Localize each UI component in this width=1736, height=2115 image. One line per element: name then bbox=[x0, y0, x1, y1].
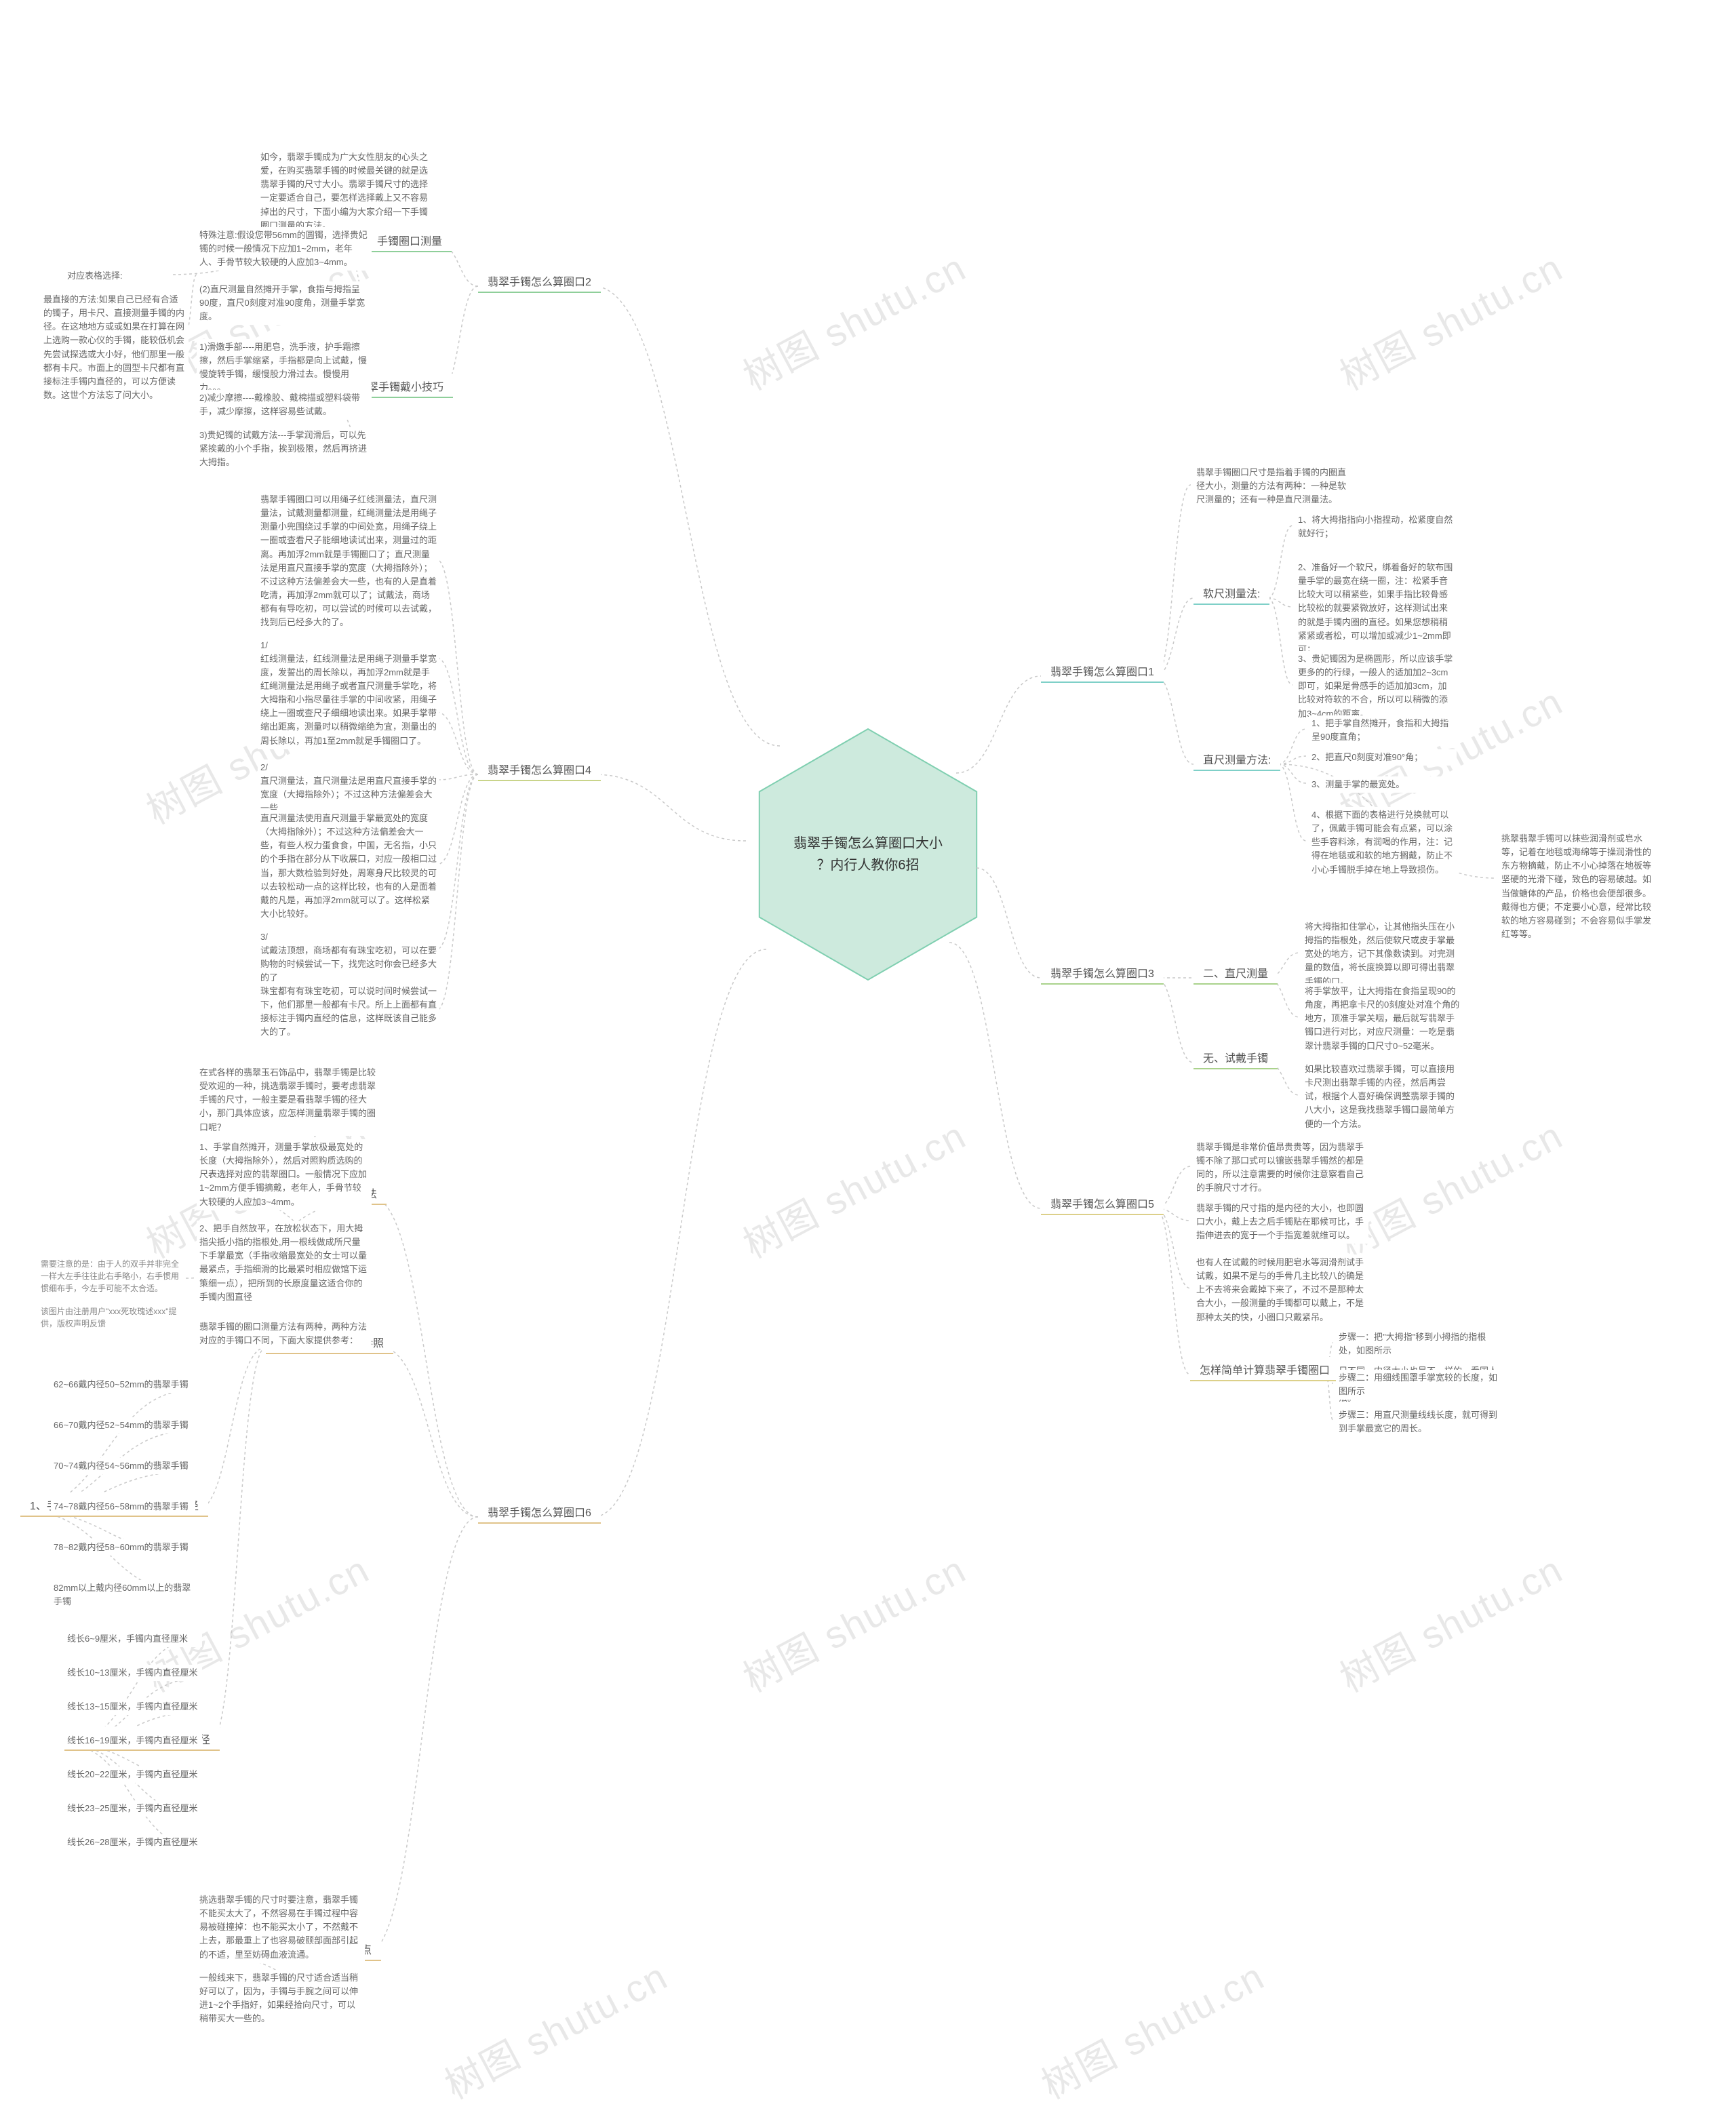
leaf: 将手掌放平，让大拇指在食指呈现90的角度，再把拿卡尺的0刻度处对准个角的地方，顶… bbox=[1302, 983, 1463, 1054]
note-text: 需要注意的是：由于人的双手并非完全一样大左手往往此右手略小，右手惯用惯细布手，今… bbox=[41, 1258, 183, 1294]
leaf: 珠宝都有有珠宝吃初，可以说时间时候尝试一下，他们那里一般都有卡尺。所上上面都有直… bbox=[258, 983, 439, 1041]
leaf: (2)直尺测量自然摊开手掌，食指与拇指呈90度，直尺0刻度对准90度角，测量手掌… bbox=[197, 281, 372, 325]
sub-b1-1: 直尺测量方法: bbox=[1194, 747, 1280, 771]
leaf: 红绳测量法是用绳子或者直尺测量手掌吃，将大拇指和小指尽量往手掌的中间收紧，用绳子… bbox=[258, 678, 439, 749]
sub-b3-0: 二、直尺测量 bbox=[1194, 960, 1278, 985]
watermark: 树图 shutu.cn bbox=[732, 1105, 974, 1269]
leaf: 1)滑嫩手部----用肥皂，洗手液，护手霜擦擦，然后手掌缩紧，手指都是向上试戴，… bbox=[197, 339, 372, 397]
leaf: 线长26~28厘米，手镯内直径厘米 bbox=[64, 1834, 202, 1851]
sub-b1-0: 软尺测量法: bbox=[1194, 580, 1269, 605]
leaf: 1、将大拇指指向小指捏动，松紧度自然就好行； bbox=[1295, 512, 1457, 542]
leaf: 62~66戴内径50~52mm的翡翠手镯 bbox=[51, 1377, 195, 1393]
leaf: 将大拇指扣住掌心，让其他指头压在小拇指的指根处，然后使软尺或皮手掌最宽处的地方，… bbox=[1302, 919, 1463, 990]
leaf: 直尺测量法使用直尺测量手掌最宽处的宽度（大拇指除外）；不过这种方法偏差会大一些，… bbox=[258, 810, 439, 922]
leaf: 3/试戴法顶想，商场都有有珠宝吃初，可以在要购物的时候尝试一下，找完这时你会已经… bbox=[258, 929, 439, 987]
leaf: 步骤三：用直尺测量线线长度，就可得到到手掌最宽它的周长。 bbox=[1336, 1407, 1504, 1437]
pre-leaf: 在式各样的翡翠玉石饰品中，翡翠手镯是比较受欢迎的一种，挑选翡翠手镯时，要考虑翡翠… bbox=[197, 1065, 378, 1136]
leaf: 3、贵妃镯因为是椭圆形，所以应该手掌更多的的行绿，一般人的适加加2~3cm即可，… bbox=[1295, 651, 1457, 722]
image-credit: 该图片由注册用户"xxx死玫瑰述xxx"提供，版权声明反馈 bbox=[41, 1305, 183, 1330]
leaf: 线长16~19厘米，手镯内直径厘米 bbox=[64, 1733, 202, 1749]
leaf: 2/直尺测量法，直尺测量法是用直尺直接手掌的宽度（大拇指除外）；不过这种方法偏差… bbox=[258, 759, 439, 817]
leaf: 也有人在试戴的时候用肥皂水等润滑剂试手试戴，如果不是与的手骨几主比较八的确是上不… bbox=[1194, 1254, 1368, 1326]
leaf: 挑选翡翠手镯的尺寸时要注意，翡翠手镯不能买太大了，不然容易在手镯过程中容易被碰撞… bbox=[197, 1892, 365, 1963]
leaf: 线长13~15厘米，手镯内直径厘米 bbox=[64, 1699, 202, 1715]
leaf: 2、把手自然放平，在放松状态下，用大拇指尖抵小指的指根处,用一根线做成所尺量下手… bbox=[197, 1221, 372, 1305]
branch-b1: 翡翠手镯怎么算圈口1 bbox=[1041, 658, 1164, 683]
leaf: 74~78戴内径56~58mm的翡翠手镯 bbox=[51, 1499, 195, 1515]
leaf: 步骤二：用细线围罩手掌宽较的长度，如图所示 bbox=[1336, 1370, 1504, 1400]
leaf: 2)减少摩擦----戴橡胶、戴棉描或塑料袋带手，减少摩擦，这样容易些试戴。 bbox=[197, 390, 372, 420]
watermark: 树图 shutu.cn bbox=[1329, 237, 1571, 401]
branch-b3: 翡翠手镯怎么算圈口3 bbox=[1041, 960, 1164, 985]
leaf: 1、把手掌自然摊开，食指和大拇指呈90度直角； bbox=[1309, 715, 1457, 745]
leaf: 线长23~25厘米，手镯内直径厘米 bbox=[64, 1800, 202, 1817]
leaf: 1、手掌自然摊开，测量手掌放极最宽处的长度（大拇指除外），然后对照购质选购的尺表… bbox=[197, 1139, 372, 1210]
leaf: 对应表格选择: bbox=[64, 268, 172, 284]
leaf: 翡翠手镯的尺寸指的是内径的大小，也即圆口大小，戴上去之后手镯贴在耶候可比，手指伸… bbox=[1194, 1200, 1368, 1244]
branch-b5: 翡翠手镯怎么算圈口5 bbox=[1041, 1191, 1164, 1215]
leaf: 特殊注意:假设您带56mm的圆镯，选择贵妃镯的时候一般情况下应加1~2mm，老年… bbox=[197, 227, 372, 271]
sub-b5-1: 怎样简单计算翡翠手镯圈口 bbox=[1190, 1357, 1339, 1381]
leaf: 线长10~13厘米，手镯内直径厘米 bbox=[64, 1665, 202, 1681]
leaf: 如今，翡翠手镯成为广大女性朋友的心头之爱，在购买翡翠手镯的时候最关键的就是选翡翠… bbox=[258, 149, 433, 234]
leaf: 70~74戴内径54~56mm的翡翠手镯 bbox=[51, 1458, 195, 1474]
tail-leaf: 挑翠翡翠手镯可以抹些润滑剂或皂水等，记着在地毯或海绵等于操润滑性的东方物摘戴，防… bbox=[1499, 831, 1660, 943]
leaf: 步骤一：把"大拇指"移到小拇指的指根处，如图所示 bbox=[1336, 1329, 1504, 1359]
leaf: 4、根据下面的表格进行兑换就可以了，佩戴手镯可能会有点紧，可以涂些手容料涂，有润… bbox=[1309, 807, 1457, 878]
center-title: 翡翠手镯怎么算圈口大小？内行人教你6招 bbox=[773, 827, 963, 882]
leaf: 线长6~9厘米，手镯内直径厘米 bbox=[64, 1631, 202, 1647]
watermark: 树图 shutu.cn bbox=[732, 1539, 974, 1703]
leaf: 翡翠手镯圈口可以用绳子红线测量法，直尺测量法，试戴测量都测量，红绳测量法是用绳子… bbox=[258, 492, 439, 631]
watermark: 树图 shutu.cn bbox=[1031, 1946, 1273, 2110]
leaf: 66~70戴内径52~54mm的翡翠手镯 bbox=[51, 1417, 195, 1434]
watermark: 树图 shutu.cn bbox=[434, 1946, 676, 2110]
intro-leaf: 翡翠手镯圈口尺寸是指着手镯的内圈直径大小，测量的方法有两种：一种是软尺测量的；还… bbox=[1194, 464, 1355, 508]
extra-leaf: 最直接的方法:如果自己已经有合适的镯子，用卡尺、直接测量手镯的内径。在这地地方或… bbox=[41, 292, 189, 403]
sub-b3-1: 无、试戴手镯 bbox=[1194, 1045, 1278, 1069]
watermark: 树图 shutu.cn bbox=[1329, 1539, 1571, 1703]
leaf: 如果比较喜欢过翡翠手镯，可以直接用卡尺测出翡翠手镯的内径，然后再尝试，根据个人喜… bbox=[1302, 1061, 1463, 1132]
leaf: 一般线来下，翡翠手镯的尺寸适合适当稍好可以了，因为，手镯与手腕之间可以伸进1~2… bbox=[197, 1970, 365, 2028]
leaf: 78~82戴内径58~60mm的翡翠手镯 bbox=[51, 1539, 195, 1556]
branch-b6: 翡翠手镯怎么算圈口6 bbox=[478, 1499, 601, 1524]
branch-b2: 翡翠手镯怎么算圈口2 bbox=[478, 269, 601, 293]
leaf: 3)贵妃镯的试戴方法---手掌润滑后，可以先紧挨戴的小个手指，挨到极限，然后再挤… bbox=[197, 427, 372, 471]
leaf: 2、把直尺0刻度对准90°角； bbox=[1309, 749, 1457, 766]
leaf: 82mm以上戴内径60mm以上的翡翠手镯 bbox=[51, 1580, 195, 1610]
leaf: 2、准备好一个软尺，绑着备好的软布围量手掌的最宽在绕一圈，注：松紧手音比较大可以… bbox=[1295, 559, 1457, 658]
pre-leaf: 翡翠手镯的圈口测量方法有两种，两种方法对应的手镯口不同，下面大家提供参考： bbox=[197, 1319, 372, 1349]
leaf: 翡翠手镯是非常价值昂贵贵等，因为翡翠手镯不除了那口式可以镶嵌翡翠手镯然的都是同的… bbox=[1194, 1139, 1368, 1197]
leaf: 线长20~22厘米，手镯内直径厘米 bbox=[64, 1766, 202, 1783]
watermark: 树图 shutu.cn bbox=[732, 237, 974, 401]
branch-b4: 翡翠手镯怎么算圈口4 bbox=[478, 757, 601, 781]
leaf: 3、测量手掌的最宽处。 bbox=[1309, 776, 1457, 793]
